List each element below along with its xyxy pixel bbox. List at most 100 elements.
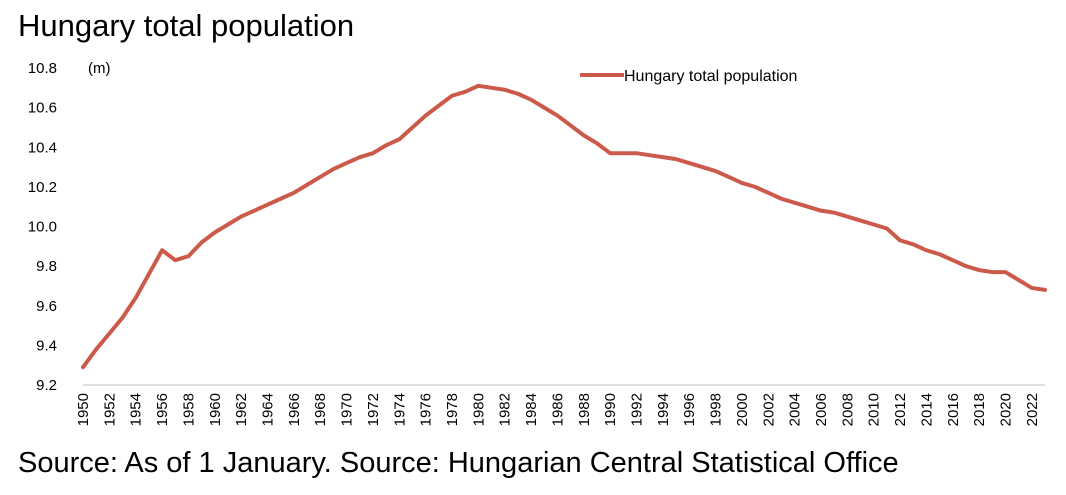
data-point (622, 152, 624, 154)
data-point (649, 154, 651, 156)
data-point (319, 176, 321, 178)
data-point (965, 265, 967, 267)
data-point (583, 134, 585, 136)
data-point (240, 216, 242, 218)
x-tick-label: 1970 (339, 393, 356, 426)
data-point (833, 212, 835, 214)
data-point (728, 176, 730, 178)
data-point (108, 332, 110, 334)
x-tick-label: 1996 (681, 393, 698, 426)
y-tick-label: 9.6 (36, 298, 57, 315)
data-point (715, 170, 717, 172)
x-tick-label: 1974 (391, 393, 408, 426)
x-tick-label: 2014 (918, 393, 935, 426)
data-point (187, 255, 189, 257)
x-tick-label: 2022 (1024, 393, 1041, 426)
data-point (780, 198, 782, 200)
data-point (293, 192, 295, 194)
data-point (991, 271, 993, 273)
data-point (359, 156, 361, 158)
legend-label: Hungary total population (624, 68, 797, 85)
data-point (438, 105, 440, 107)
x-tick-label: 1952 (101, 393, 118, 426)
data-point (464, 91, 466, 93)
data-point (1004, 271, 1006, 273)
x-tick-label: 2010 (866, 393, 883, 426)
data-point (411, 126, 413, 128)
data-point (174, 259, 176, 261)
y-tick-label: 10.8 (28, 60, 57, 77)
data-point (807, 206, 809, 208)
x-tick-label: 1972 (365, 393, 382, 426)
x-tick-label: 1992 (628, 393, 645, 426)
data-point (201, 241, 203, 243)
data-point (886, 227, 888, 229)
data-point (425, 115, 427, 117)
data-point (95, 348, 97, 350)
data-point (530, 99, 532, 101)
data-point (635, 152, 637, 154)
x-tick-label: 2006 (813, 393, 830, 426)
x-tick-label: 1976 (418, 393, 435, 426)
data-point (385, 144, 387, 146)
data-point (675, 158, 677, 160)
data-point (978, 269, 980, 271)
data-point (741, 182, 743, 184)
x-tick-label: 1998 (708, 393, 725, 426)
data-point (820, 210, 822, 212)
data-point (266, 204, 268, 206)
data-point (122, 317, 124, 319)
x-tick-label: 1984 (523, 393, 540, 426)
data-point (517, 93, 519, 95)
y-tick-label: 10.2 (28, 179, 57, 196)
data-point (609, 152, 611, 154)
x-tick-label: 1958 (180, 393, 197, 426)
y-tick-label: 10.6 (28, 100, 57, 117)
x-tick-label: 2012 (892, 393, 909, 426)
x-tick-label: 1966 (286, 393, 303, 426)
data-point (214, 231, 216, 233)
data-point (491, 87, 493, 89)
data-point (346, 162, 348, 164)
data-point (543, 107, 545, 109)
data-point (688, 162, 690, 164)
x-tick-label: 2000 (734, 393, 751, 426)
x-tick-label: 1950 (75, 393, 92, 426)
data-point (280, 198, 282, 200)
x-tick-label: 1960 (207, 393, 224, 426)
x-tick-label: 1990 (602, 393, 619, 426)
y-tick-label: 10.0 (28, 219, 57, 236)
source-note: Source: As of 1 January. Source: Hungari… (18, 447, 899, 479)
data-point (939, 253, 941, 255)
data-point (161, 249, 163, 251)
x-tick-label: 1954 (128, 393, 145, 426)
data-point (1018, 279, 1020, 281)
x-tick-label: 1988 (576, 393, 593, 426)
y-tick-label: 9.8 (36, 258, 57, 275)
x-tick-label: 2016 (945, 393, 962, 426)
data-point (372, 152, 374, 154)
data-point (912, 243, 914, 245)
x-tick-label: 2004 (787, 393, 804, 426)
y-tick-label: 10.4 (28, 139, 57, 156)
data-point (135, 297, 137, 299)
data-point (82, 366, 84, 368)
data-point (227, 224, 229, 226)
y-tick-label: 9.2 (36, 377, 57, 394)
x-tick-label: 1964 (259, 393, 276, 426)
x-tick-label: 2002 (760, 393, 777, 426)
data-point (662, 156, 664, 158)
data-point (952, 259, 954, 261)
data-point (873, 224, 875, 226)
data-point (846, 216, 848, 218)
x-tick-label: 1956 (154, 393, 171, 426)
x-axis-ticks: 1950 1952 1954 1956 1958 1960 1962 1964 1966 1968… (75, 393, 1041, 426)
data-point (860, 220, 862, 222)
data-point (477, 85, 479, 87)
x-tick-label: 1978 (444, 393, 461, 426)
y-axis-ticks: 9.2 9.4 9.6 9.8 10.0 10.2 10.4 10.6 10.8 (28, 60, 57, 394)
data-point (148, 273, 150, 275)
chart-title: Hungary total population (18, 8, 355, 43)
x-tick-label: 1962 (233, 393, 250, 426)
plot-area (81, 83, 1047, 370)
